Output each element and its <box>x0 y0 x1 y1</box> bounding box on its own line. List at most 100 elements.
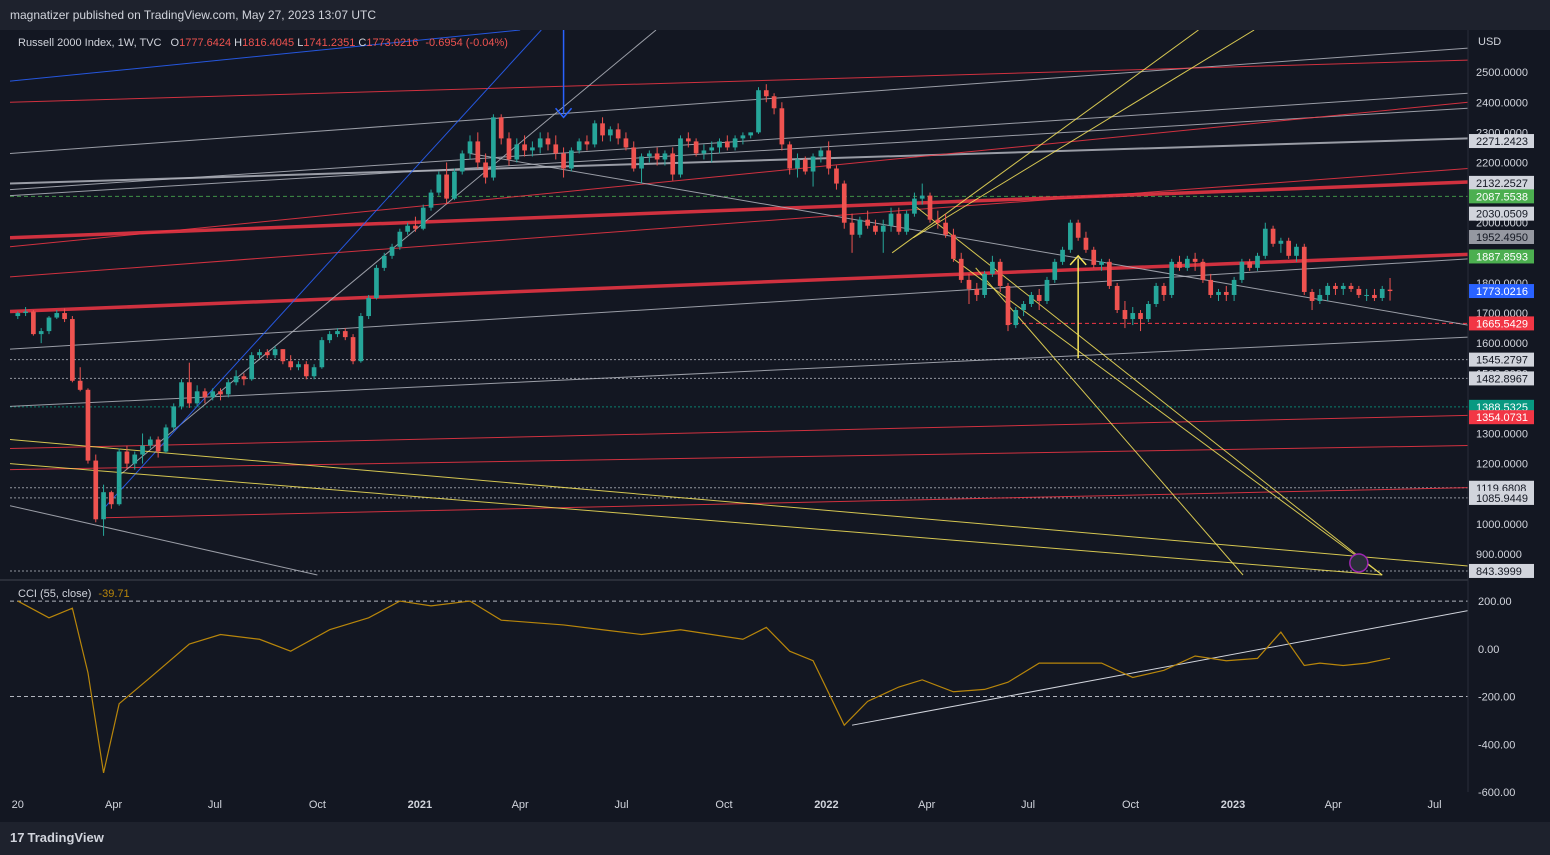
candle-body <box>1387 289 1393 292</box>
candle-body <box>257 352 262 356</box>
price-label-bg <box>1469 371 1534 386</box>
candle-body <box>873 225 878 232</box>
trend-line-yellow <box>9 463 1383 576</box>
candle <box>1294 243 1299 262</box>
trend-line-blue <box>103 29 542 510</box>
candle-body <box>452 171 457 199</box>
candle-body <box>826 150 832 169</box>
cci-tick-label: -400.00 <box>1478 739 1515 751</box>
time-tick-label: 2023 <box>1221 799 1245 811</box>
candle-body <box>1068 222 1073 250</box>
candle-body <box>186 382 192 404</box>
candle <box>1379 285 1385 301</box>
candle <box>1029 291 1034 308</box>
price-tick-label: 2100.0000 <box>1476 188 1528 200</box>
candle-body <box>1060 249 1065 262</box>
price-chart[interactable] <box>9 29 1469 578</box>
high-label: H <box>234 37 243 49</box>
candle <box>1068 219 1073 253</box>
candle <box>1286 237 1292 259</box>
candle-body <box>38 331 44 335</box>
price-label: 1887.8593 <box>1476 251 1528 263</box>
candle <box>1099 258 1104 271</box>
candle <box>132 451 138 470</box>
trend-line-white <box>9 92 1469 191</box>
candle-body <box>506 138 512 160</box>
candle-body <box>553 144 559 154</box>
candle-body <box>264 352 270 356</box>
candle <box>639 153 644 184</box>
price-tick-label: 1700.0000 <box>1476 308 1528 320</box>
candle <box>888 207 894 232</box>
candle <box>1216 288 1221 301</box>
price-label-bg <box>1469 399 1534 414</box>
candle-body <box>997 261 1003 286</box>
candle-body <box>46 317 52 332</box>
cci-tick-label: 0.00 <box>1478 644 1499 656</box>
top-bar: magnatizer published on TradingView.com,… <box>0 0 1550 30</box>
candle <box>272 346 278 359</box>
candle <box>1364 288 1369 301</box>
candle <box>966 273 972 304</box>
candle <box>904 210 909 235</box>
candle <box>1356 285 1362 298</box>
candle-body <box>319 340 325 368</box>
price-label-bg <box>1469 480 1534 495</box>
candle <box>54 310 60 320</box>
candle-body <box>420 207 426 229</box>
candle <box>85 388 91 464</box>
candle-body <box>1099 261 1104 265</box>
candle <box>818 147 824 163</box>
candle <box>576 138 582 154</box>
price-label-bg <box>1469 316 1534 331</box>
candle <box>1153 282 1159 308</box>
candle-body <box>810 156 816 172</box>
open-label: O <box>170 37 180 49</box>
candle-body <box>475 141 481 163</box>
price-label-bg <box>1469 563 1534 578</box>
candle <box>748 132 754 139</box>
candle-body <box>1216 291 1221 295</box>
candle-body <box>1372 294 1377 298</box>
candle-body <box>1239 261 1245 280</box>
trend-line-yellow <box>891 29 1199 254</box>
candle <box>1301 243 1307 295</box>
candle-body <box>1029 294 1034 304</box>
cci-pane[interactable] <box>10 582 1469 792</box>
candle-body <box>1340 285 1346 289</box>
time-tick-label: Oct <box>715 799 732 811</box>
candle <box>631 141 637 172</box>
candle-body <box>1309 291 1315 301</box>
cci-chart[interactable] <box>10 582 1469 792</box>
candle-body <box>896 213 902 232</box>
candle <box>849 213 855 253</box>
candle <box>202 388 208 404</box>
candle <box>873 219 878 235</box>
price-label: 1388.5325 <box>1476 402 1528 414</box>
candle <box>140 433 145 464</box>
price-tick-label: 1600.0000 <box>1476 338 1528 350</box>
candle-body <box>654 153 660 160</box>
trend-line-white <box>9 137 1469 185</box>
tradingview-logo[interactable]: 17 TradingView <box>10 830 104 845</box>
candle <box>327 331 333 344</box>
candle <box>1348 282 1354 292</box>
candle <box>569 147 574 172</box>
candle <box>109 490 114 509</box>
candle-body <box>1286 240 1292 256</box>
price-label-bg <box>1469 410 1534 425</box>
candle <box>1083 231 1089 253</box>
candle-body <box>1325 285 1330 295</box>
candle <box>1130 307 1136 326</box>
time-tick-label: Apr <box>105 799 122 811</box>
main-price-pane[interactable] <box>9 29 1469 578</box>
candle-body <box>1356 288 1362 295</box>
candle-body <box>1036 294 1042 301</box>
candle-body <box>77 380 83 390</box>
candle-body <box>1091 249 1097 265</box>
candle-body <box>1021 304 1026 311</box>
candle <box>685 132 691 148</box>
trend-line-white <box>9 258 1469 350</box>
price-tick-label: 2200.0000 <box>1476 157 1528 169</box>
candle <box>124 445 130 470</box>
